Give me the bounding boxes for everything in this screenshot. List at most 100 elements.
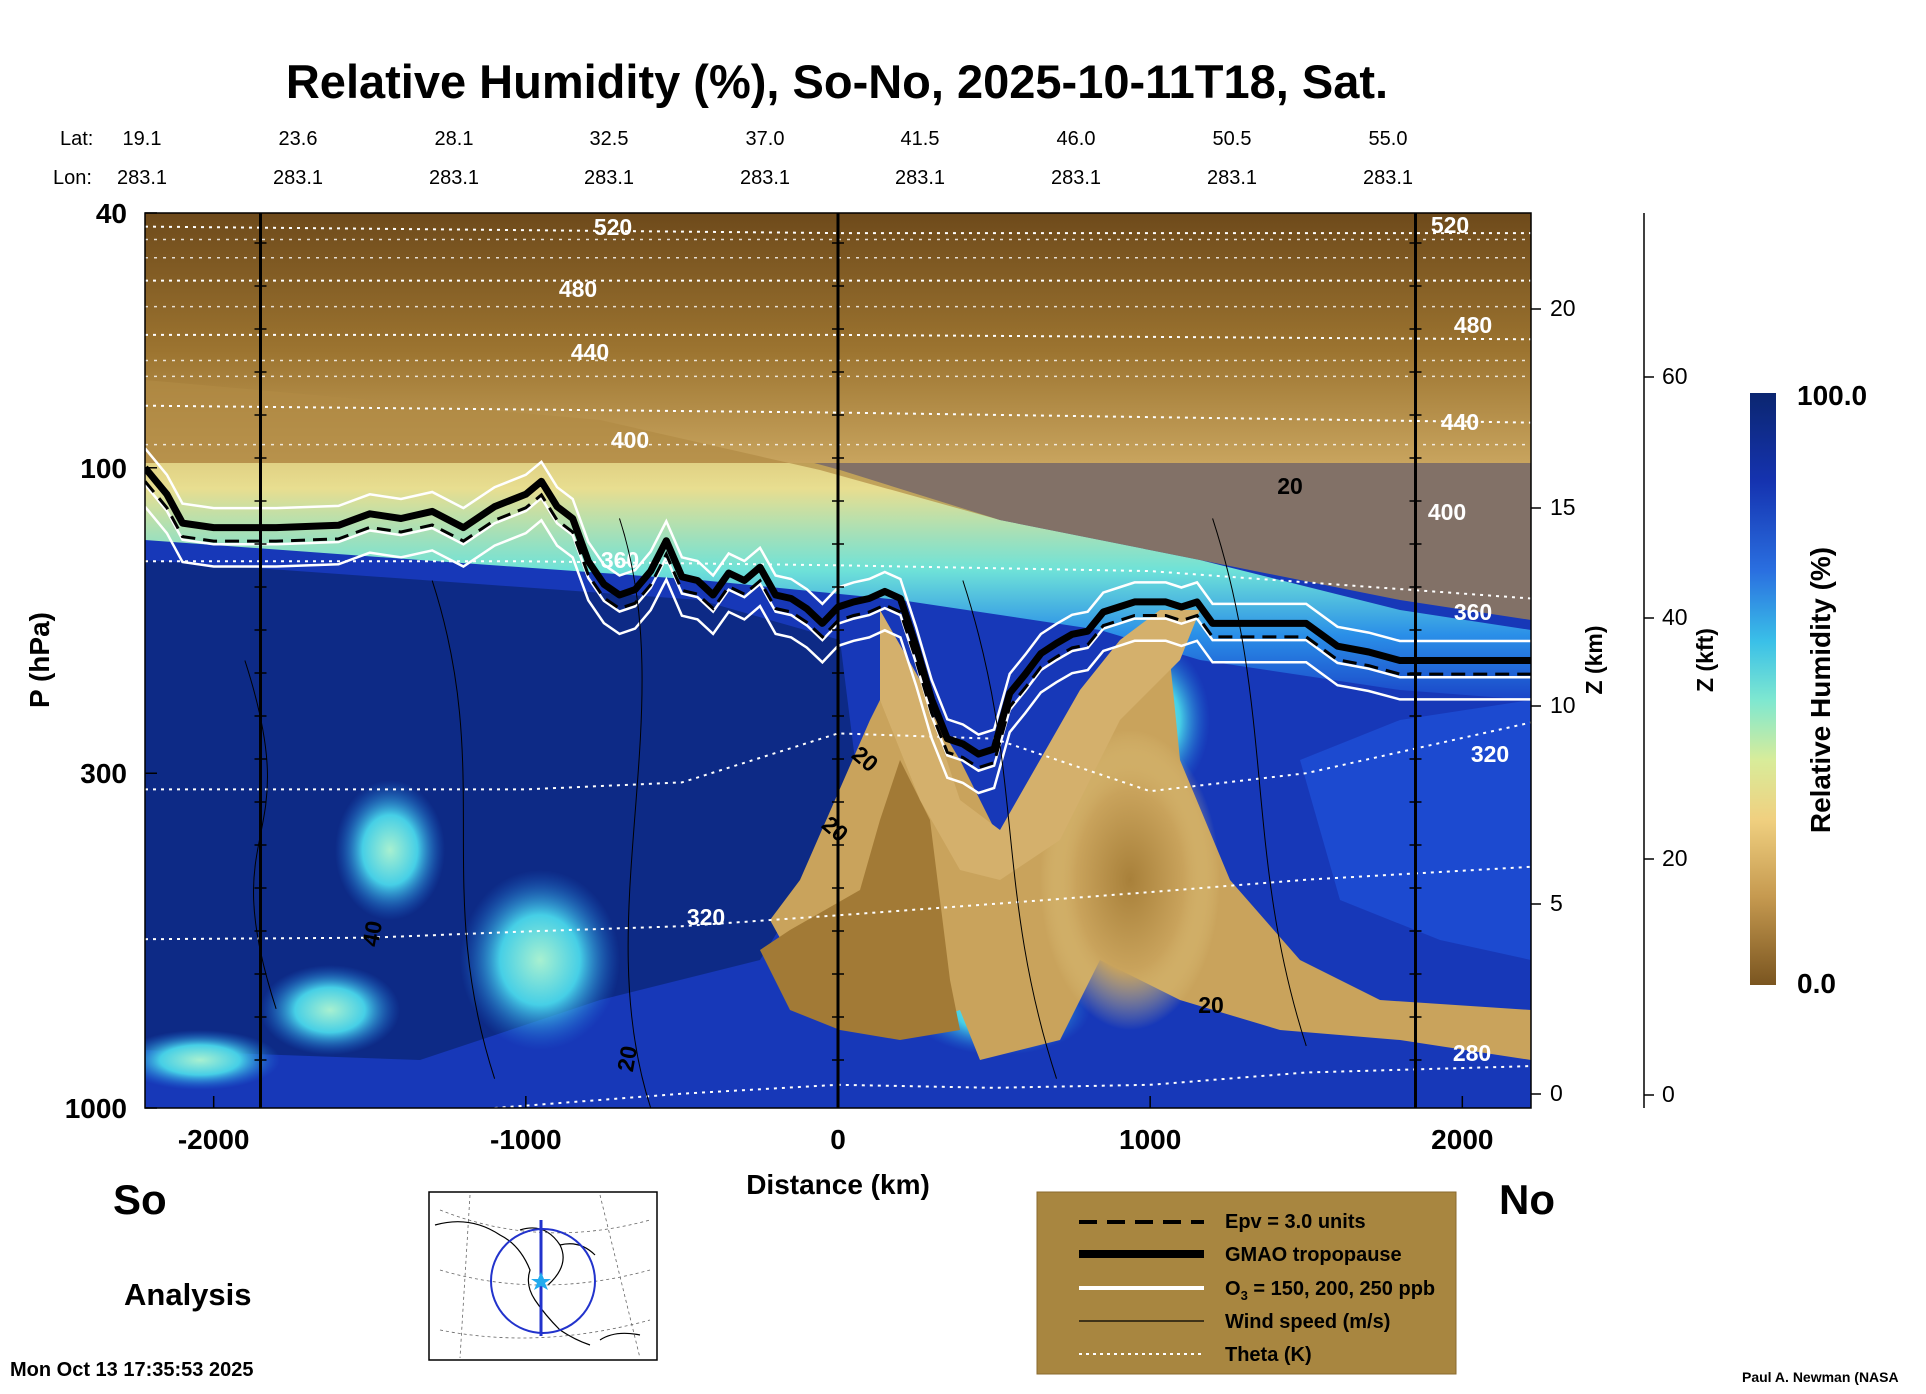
z-km-tick-label: 15	[1550, 494, 1576, 520]
credit: Paul A. Newman (NASA	[1742, 1369, 1899, 1385]
x-tick-label: 0	[830, 1124, 846, 1155]
lat-value: 50.5	[1213, 128, 1252, 150]
map-coastline	[434, 1221, 641, 1346]
z-km-tick-label: 10	[1550, 692, 1576, 718]
colorbar-gradient	[1750, 393, 1776, 985]
y-tick-label: 1000	[65, 1093, 127, 1124]
timestamp: Mon Oct 13 17:35:53 2025	[10, 1359, 253, 1381]
theta-contour-label: 280	[1453, 1040, 1491, 1066]
x-tick-label: 2000	[1431, 1124, 1493, 1155]
z-km-tick-label: 0	[1550, 1080, 1563, 1106]
ozone-contour	[145, 447, 1531, 736]
ozone-contour	[145, 483, 1531, 773]
lat-value: 46.0	[1057, 128, 1096, 150]
z-kft-tick-label: 40	[1662, 604, 1688, 630]
theta-contour-label: 520	[594, 214, 632, 240]
z-kft-tick-label: 60	[1662, 363, 1688, 389]
lat-value: 32.5	[590, 128, 629, 150]
z-kft-tick-label: 20	[1662, 845, 1688, 871]
lat-value: 55.0	[1369, 128, 1408, 150]
cyan-blob-2	[460, 870, 620, 1050]
legend-theta-label: Theta (K)	[1225, 1344, 1312, 1366]
legend-wind-label: Wind speed (m/s)	[1225, 1311, 1390, 1333]
theta-contour-label: 400	[611, 427, 649, 453]
lon-value: 283.1	[740, 167, 790, 189]
legend-epv-label: Epv = 3.0 units	[1225, 1211, 1366, 1233]
theta-contour-label: 360	[1454, 599, 1492, 625]
lat-label: Lat:	[60, 128, 93, 150]
lon-value: 283.1	[584, 167, 634, 189]
lon-label: Lon:	[53, 167, 92, 189]
chart-title: Relative Humidity (%), So-No, 2025-10-11…	[286, 55, 1388, 108]
theta-contour-label: 480	[559, 276, 597, 302]
wind-speed-label: 20	[1277, 473, 1303, 499]
theta-contour-label: 520	[1431, 212, 1469, 238]
x-axis-label: Distance (km)	[746, 1169, 930, 1200]
lon-value: 283.1	[1051, 167, 1101, 189]
theta-contour-label: 320	[1471, 741, 1509, 767]
y-tick-label: 100	[80, 453, 127, 484]
theta-contour-label: 440	[1441, 409, 1479, 435]
colorbar: 100.0 0.0 Relative Humidity (%)	[1750, 380, 1867, 999]
wind-speed-contour	[1212, 518, 1307, 1047]
lat-value: 37.0	[746, 128, 785, 150]
lat-lon-header: Lat: Lon: 19.1 23.6 28.1 32.5 37.0 41.5 46.0 50…	[53, 128, 1413, 189]
legend-box	[1036, 1191, 1457, 1375]
north-label: No	[1499, 1176, 1555, 1223]
colorbar-max: 100.0	[1797, 380, 1867, 411]
theta-contour	[145, 721, 1531, 793]
legend: Epv = 3.0 units GMAO tropopause O3 = 150…	[1036, 1191, 1457, 1375]
z-kft-axis-label: Z (kft)	[1692, 628, 1718, 692]
theta-contour-label: 360	[601, 547, 639, 573]
lon-value: 283.1	[1207, 167, 1257, 189]
z-km-tick-label: 20	[1550, 295, 1576, 321]
inset-map-frame	[428, 1191, 658, 1361]
x-tick-label: -2000	[178, 1124, 250, 1155]
moist-deep-region	[145, 560, 860, 1060]
y-tick-label: 40	[96, 198, 127, 229]
tropopause-line	[145, 465, 1531, 758]
ozone-contour	[145, 505, 1531, 795]
tropopause-fold-dry	[880, 610, 1200, 880]
wind-speed-contour	[619, 518, 652, 1108]
map-range-circle	[490, 1228, 596, 1334]
wind-speed-contour	[962, 580, 1057, 1079]
theta-contour-label: 320	[687, 904, 725, 930]
legend-ozone-label: O3 = 150, 200, 250 ppb	[1225, 1278, 1435, 1303]
cyan-blob-3	[260, 965, 400, 1055]
wind-speed-label: 20	[1198, 992, 1224, 1018]
legend-tropopause-label: GMAO tropopause	[1225, 1244, 1402, 1266]
cyan-blob-1	[335, 780, 445, 920]
theta-contour-label: 400	[1428, 499, 1466, 525]
theta-contour-label: 480	[1454, 312, 1492, 338]
wind-speed-label: 20	[612, 1044, 642, 1074]
lon-value: 283.1	[273, 167, 323, 189]
lon-value: 283.1	[895, 167, 945, 189]
tropopause-line-group	[145, 465, 1531, 770]
lon-value: 283.1	[117, 167, 167, 189]
lat-value: 28.1	[435, 128, 474, 150]
lon-value: 283.1	[429, 167, 479, 189]
inset-map	[428, 1191, 658, 1361]
x-tick-label: -1000	[490, 1124, 562, 1155]
dry-intrusion-core	[760, 760, 960, 1040]
colorbar-min: 0.0	[1797, 968, 1836, 999]
x-tick-label: 1000	[1119, 1124, 1181, 1155]
z-kft-tick-label: 0	[1662, 1081, 1675, 1107]
colorbar-label: Relative Humidity (%)	[1805, 547, 1836, 833]
z-km-tick-label: 5	[1550, 890, 1563, 916]
south-label: So	[113, 1176, 167, 1223]
z-km-axis-label: Z (km)	[1581, 626, 1607, 695]
map-center-star-icon	[531, 1272, 551, 1290]
theta-contour-label: 440	[571, 339, 609, 365]
ozone-contours	[145, 447, 1531, 1108]
analysis-label: Analysis	[124, 1277, 252, 1312]
y-axis-label: P (hPa)	[24, 612, 55, 708]
wind-speed-contour	[431, 580, 496, 1079]
cyan-blob-6	[145, 1030, 280, 1090]
tan-blob	[1040, 730, 1220, 1030]
lon-value: 283.1	[1363, 167, 1413, 189]
y-tick-label: 300	[80, 758, 127, 789]
